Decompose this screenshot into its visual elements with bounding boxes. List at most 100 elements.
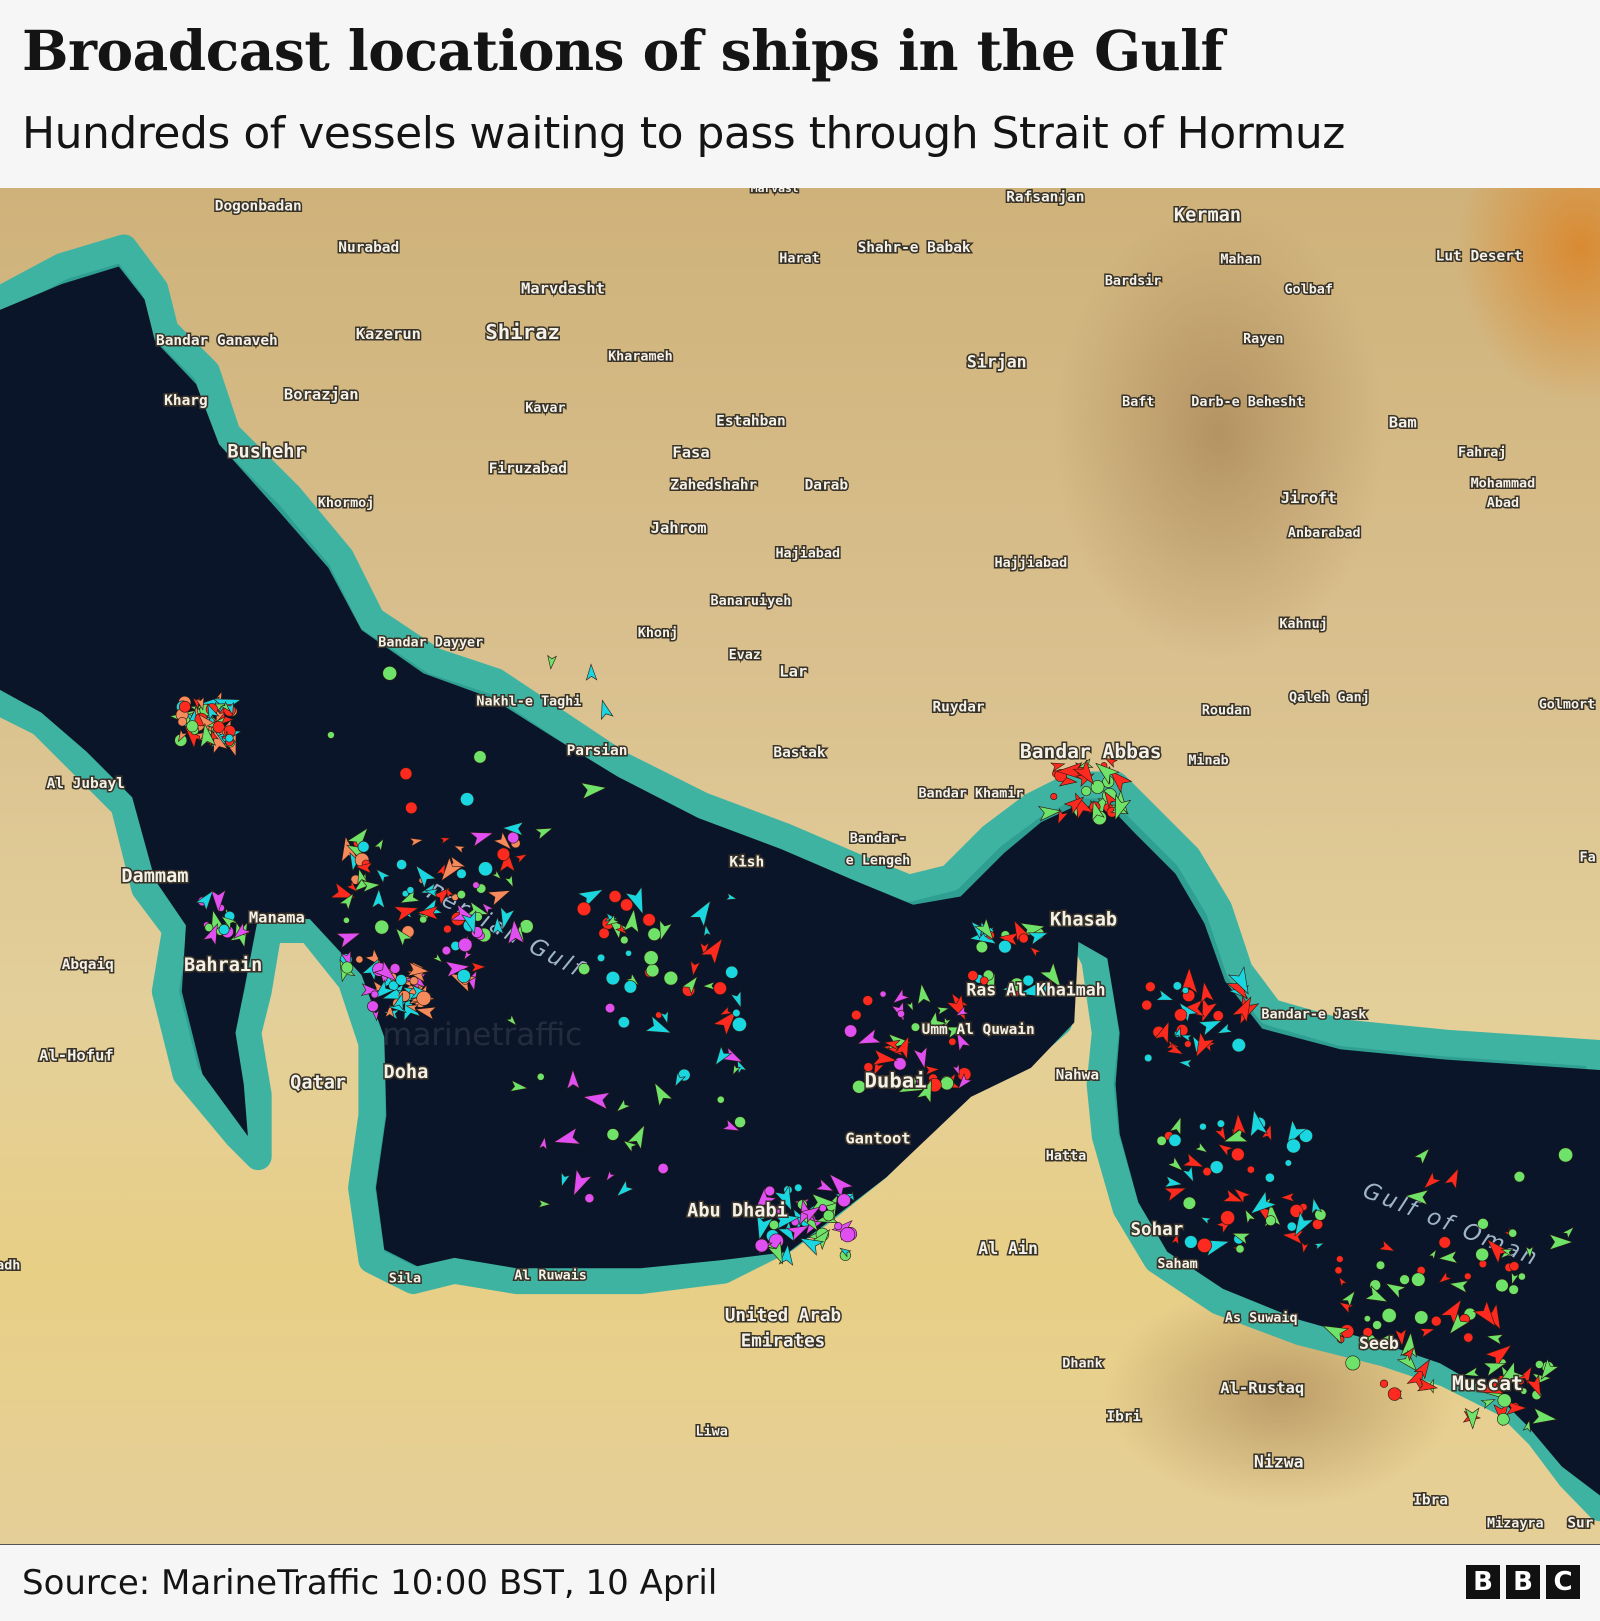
- ship-marker-stationary[interactable]: [1168, 1133, 1182, 1147]
- ship-marker-stationary[interactable]: [862, 995, 874, 1006]
- ship-marker-moving[interactable]: [1384, 1282, 1407, 1300]
- ship-marker-stationary[interactable]: [441, 945, 452, 956]
- ship-marker-stationary[interactable]: [605, 971, 621, 986]
- ship-marker-stationary[interactable]: [1379, 1379, 1389, 1388]
- ship-marker-moving[interactable]: [1155, 988, 1175, 1001]
- ship-marker-stationary[interactable]: [478, 861, 493, 877]
- ship-marker-stationary[interactable]: [456, 890, 466, 900]
- ship-marker-moving[interactable]: [712, 1009, 738, 1037]
- ship-marker-moving[interactable]: [1250, 1190, 1278, 1215]
- ship-marker-stationary[interactable]: [1381, 1308, 1397, 1323]
- ship-marker-stationary[interactable]: [204, 923, 214, 932]
- ship-marker-moving[interactable]: [624, 885, 644, 916]
- ship-marker-stationary[interactable]: [341, 961, 354, 974]
- ship-marker-stationary[interactable]: [1372, 1320, 1382, 1330]
- ship-marker-stationary[interactable]: [910, 1022, 921, 1032]
- ship-marker-stationary[interactable]: [1141, 999, 1153, 1011]
- ship-marker-stationary[interactable]: [1411, 1272, 1426, 1287]
- ship-marker-moving[interactable]: [1449, 1312, 1470, 1335]
- ship-marker-moving[interactable]: [1522, 1419, 1531, 1433]
- ship-marker-stationary[interactable]: [979, 976, 989, 986]
- ship-marker-stationary[interactable]: [1144, 1053, 1153, 1063]
- ship-marker-stationary[interactable]: [1558, 1147, 1574, 1163]
- ship-marker-moving[interactable]: [1338, 1276, 1348, 1288]
- ship-marker-moving[interactable]: [1201, 996, 1219, 1024]
- ship-marker-stationary[interactable]: [343, 916, 350, 924]
- ship-marker-moving[interactable]: [935, 1006, 951, 1016]
- ship-marker-stationary[interactable]: [576, 901, 592, 916]
- ship-marker-moving[interactable]: [580, 782, 608, 800]
- ship-marker-moving[interactable]: [481, 902, 494, 915]
- ship-marker-stationary[interactable]: [1018, 933, 1029, 944]
- ship-marker-moving[interactable]: [393, 906, 420, 923]
- ship-marker-stationary[interactable]: [769, 1219, 780, 1230]
- ship-marker-stationary[interactable]: [1517, 1377, 1525, 1386]
- ship-marker-moving[interactable]: [605, 913, 621, 926]
- ship-marker-moving[interactable]: [1027, 932, 1049, 946]
- ship-marker-moving[interactable]: [1480, 1399, 1496, 1410]
- ship-marker-moving[interactable]: [463, 949, 473, 961]
- ship-marker-stationary[interactable]: [1090, 780, 1105, 794]
- ship-marker-stationary[interactable]: [1184, 1235, 1198, 1249]
- ship-marker-moving[interactable]: [814, 1178, 835, 1192]
- ship-marker-stationary[interactable]: [1314, 1208, 1327, 1221]
- ship-marker-moving[interactable]: [195, 696, 205, 711]
- ship-marker-stationary[interactable]: [732, 1008, 741, 1018]
- ship-marker-moving[interactable]: [219, 700, 231, 712]
- ship-marker-stationary[interactable]: [1387, 1387, 1402, 1401]
- ship-marker-moving[interactable]: [1104, 757, 1118, 768]
- ship-marker-moving[interactable]: [1417, 1378, 1438, 1392]
- ship-marker-moving[interactable]: [357, 867, 368, 885]
- ship-marker-moving[interactable]: [1050, 762, 1066, 773]
- ship-marker-stationary[interactable]: [1231, 1038, 1246, 1053]
- ship-marker-moving[interactable]: [1109, 769, 1133, 794]
- ship-marker-stationary[interactable]: [1246, 1165, 1255, 1174]
- ship-marker-moving[interactable]: [399, 888, 421, 904]
- ship-marker-stationary[interactable]: [1174, 1008, 1188, 1022]
- ship-marker-moving[interactable]: [1072, 759, 1095, 785]
- ship-marker-stationary[interactable]: [327, 731, 335, 739]
- ship-marker-stationary[interactable]: [473, 750, 487, 764]
- ship-marker-moving[interactable]: [207, 703, 220, 721]
- ship-marker-moving[interactable]: [1438, 1271, 1453, 1284]
- ship-marker-moving[interactable]: [688, 899, 711, 928]
- ship-marker-stationary[interactable]: [620, 898, 633, 912]
- ship-marker-moving[interactable]: [674, 1071, 687, 1088]
- ship-marker-stationary[interactable]: [1363, 1315, 1371, 1323]
- ship-marker-moving[interactable]: [210, 889, 227, 914]
- ship-marker-stationary[interactable]: [1463, 1332, 1474, 1343]
- ship-marker-moving[interactable]: [395, 927, 413, 948]
- ship-marker-moving[interactable]: [414, 1006, 437, 1021]
- ship-marker-moving[interactable]: [1340, 1290, 1356, 1308]
- ship-marker-moving[interactable]: [1171, 1232, 1180, 1246]
- ship-marker-moving[interactable]: [468, 831, 495, 848]
- ship-marker-stationary[interactable]: [177, 716, 188, 727]
- ship-marker-stationary[interactable]: [794, 1183, 803, 1192]
- ship-marker-stationary[interactable]: [212, 721, 225, 733]
- ship-marker-stationary[interactable]: [657, 1163, 669, 1174]
- ship-marker-moving[interactable]: [431, 886, 451, 906]
- ship-marker-moving[interactable]: [534, 827, 554, 841]
- ship-marker-stationary[interactable]: [1182, 1196, 1197, 1210]
- ship-marker-moving[interactable]: [956, 1031, 972, 1053]
- ship-marker-stationary[interactable]: [1199, 1122, 1207, 1131]
- ship-marker-stationary[interactable]: [1312, 1218, 1324, 1230]
- ship-marker-stationary[interactable]: [642, 913, 656, 927]
- ship-marker-moving[interactable]: [732, 1063, 742, 1076]
- ship-marker-stationary[interactable]: [716, 1095, 725, 1104]
- ship-marker-moving[interactable]: [1458, 1374, 1469, 1391]
- ship-marker-stationary[interactable]: [623, 980, 638, 994]
- ship-marker-stationary[interactable]: [1220, 1210, 1235, 1226]
- ship-marker-stationary[interactable]: [1286, 1221, 1297, 1232]
- ship-marker-moving[interactable]: [703, 924, 712, 938]
- ship-marker-moving[interactable]: [431, 952, 443, 963]
- ship-marker-moving[interactable]: [537, 1199, 552, 1209]
- ship-marker-stationary[interactable]: [663, 970, 679, 986]
- ship-marker-moving[interactable]: [371, 1009, 380, 1022]
- ship-marker-moving[interactable]: [538, 1136, 548, 1151]
- ship-marker-moving[interactable]: [773, 1184, 792, 1212]
- ship-marker-moving[interactable]: [360, 983, 381, 997]
- ship-marker-stationary[interactable]: [604, 1003, 616, 1014]
- ship-marker-moving[interactable]: [1531, 1407, 1558, 1425]
- ship-marker-stationary[interactable]: [975, 940, 988, 954]
